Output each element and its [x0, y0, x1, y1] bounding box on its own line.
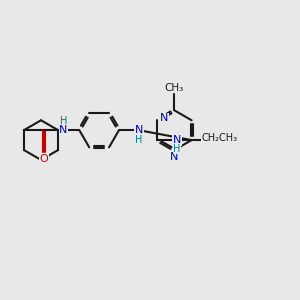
Text: N: N [59, 125, 68, 135]
Text: O: O [39, 154, 48, 164]
Text: H: H [60, 116, 67, 127]
Text: H: H [173, 144, 181, 154]
Text: N: N [173, 135, 181, 145]
Text: CH₃: CH₃ [165, 83, 184, 93]
Text: N: N [160, 113, 168, 123]
Text: N: N [170, 152, 178, 162]
Text: CH₂CH₃: CH₂CH₃ [202, 133, 238, 143]
Text: H: H [135, 135, 142, 145]
Text: N: N [135, 125, 143, 135]
